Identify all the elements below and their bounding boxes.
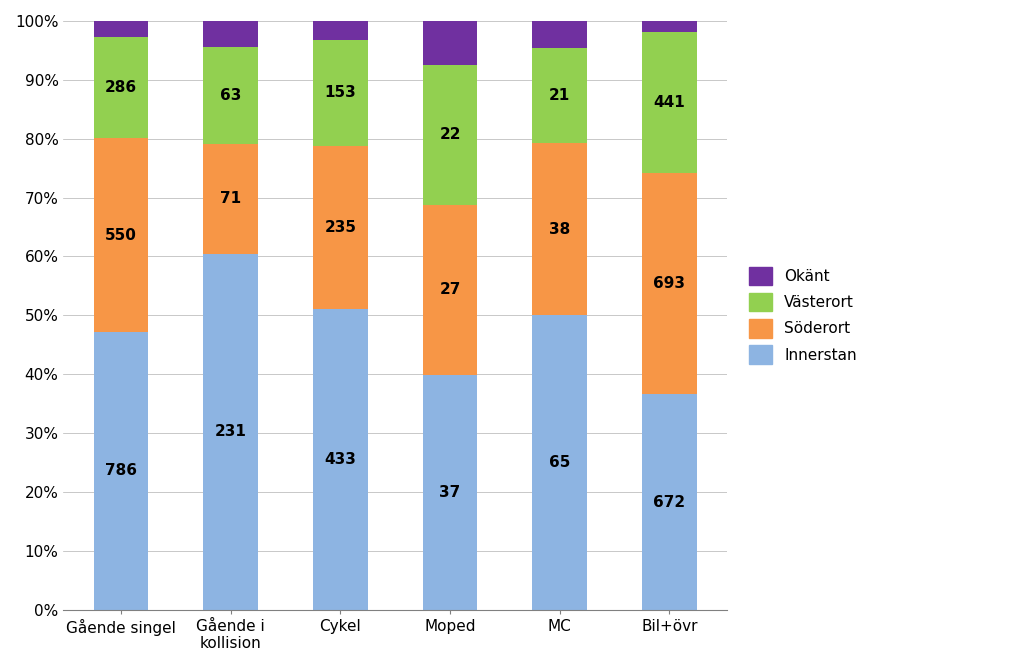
Bar — [203, 145, 258, 254]
Bar — [93, 138, 148, 332]
Bar — [93, 21, 148, 37]
Bar — [203, 254, 258, 609]
Text: 231: 231 — [215, 424, 247, 439]
Bar — [532, 48, 587, 143]
Bar — [313, 146, 368, 309]
Bar — [642, 31, 697, 172]
Text: 786: 786 — [104, 464, 137, 478]
Text: 63: 63 — [220, 88, 242, 103]
Bar — [423, 65, 477, 204]
Bar — [313, 40, 368, 146]
Bar — [423, 376, 477, 609]
Text: 672: 672 — [653, 495, 685, 509]
Text: 21: 21 — [549, 88, 570, 103]
Text: 22: 22 — [439, 127, 461, 143]
Text: 550: 550 — [105, 228, 137, 242]
Bar — [423, 21, 477, 65]
Text: 693: 693 — [653, 276, 685, 291]
Bar — [203, 47, 258, 145]
Bar — [203, 21, 258, 47]
Bar — [642, 21, 697, 31]
Bar — [532, 21, 587, 48]
Text: 38: 38 — [549, 222, 570, 237]
Text: 27: 27 — [439, 282, 461, 298]
Text: 235: 235 — [325, 220, 356, 235]
Bar — [642, 172, 697, 394]
Text: 433: 433 — [325, 452, 356, 467]
Text: 37: 37 — [439, 485, 461, 500]
Bar — [93, 332, 148, 609]
Text: 153: 153 — [325, 85, 356, 101]
Bar — [313, 21, 368, 40]
Text: 286: 286 — [104, 80, 137, 95]
Bar — [423, 204, 477, 376]
Legend: Okänt, Västerort, Söderort, Innerstan: Okänt, Västerort, Söderort, Innerstan — [741, 259, 864, 372]
Bar — [532, 143, 587, 315]
Bar — [93, 37, 148, 138]
Text: 65: 65 — [549, 455, 570, 470]
Bar — [313, 309, 368, 609]
Text: 71: 71 — [220, 191, 242, 206]
Bar — [532, 315, 587, 609]
Text: 441: 441 — [653, 95, 685, 110]
Bar — [642, 394, 697, 609]
